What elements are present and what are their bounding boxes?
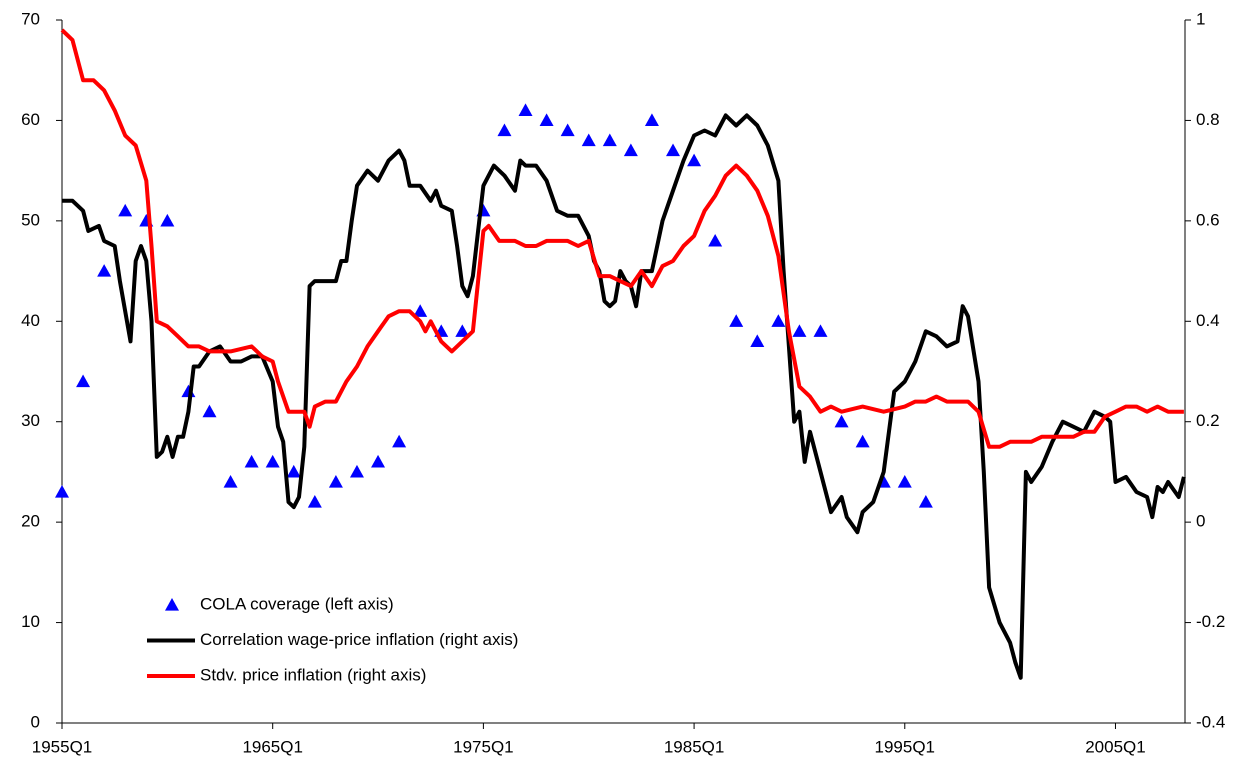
- cola-point: [160, 213, 175, 227]
- cola-point: [750, 334, 765, 347]
- legend-label: Correlation wage-price inflation (right …: [200, 630, 518, 649]
- cola-point: [666, 143, 681, 157]
- cola-point: [392, 434, 407, 448]
- cola-point: [202, 404, 217, 418]
- y-tick-label: 40: [21, 311, 40, 330]
- cola-point: [265, 454, 280, 468]
- cola-point: [623, 143, 638, 157]
- cola-point: [118, 203, 133, 217]
- x-tick-label: 1965Q1: [242, 737, 303, 756]
- y-tick-label: 30: [21, 411, 40, 430]
- series-line: [62, 113, 1186, 680]
- cola-point: [602, 133, 617, 147]
- y2-tick-label: -0.2: [1196, 612, 1225, 631]
- x-tick-label: 1995Q1: [875, 737, 936, 756]
- x-tick-label: 2005Q1: [1085, 737, 1146, 756]
- cola-point: [813, 324, 828, 337]
- cola-point: [855, 434, 870, 448]
- y-tick-label: 10: [21, 612, 40, 631]
- y-tick-label: 50: [21, 210, 40, 229]
- cola-point: [497, 123, 512, 137]
- cola-point: [792, 324, 807, 337]
- y2-tick-label: 0.2: [1196, 411, 1220, 430]
- cola-point: [518, 103, 533, 116]
- cola-point: [918, 495, 933, 508]
- cola-point: [97, 264, 112, 277]
- y-tick-label: 60: [21, 110, 40, 129]
- series-line: [60, 28, 1184, 449]
- y2-tick-label: -0.4: [1196, 712, 1225, 731]
- cola-point: [581, 133, 596, 147]
- y2-tick-label: 0.4: [1196, 311, 1220, 330]
- y-tick-label: 70: [21, 9, 40, 28]
- cola-point: [286, 464, 301, 478]
- cola-point: [644, 113, 659, 127]
- cola-point: [307, 495, 322, 508]
- x-tick-label: 1985Q1: [664, 737, 725, 756]
- x-tick-label: 1975Q1: [453, 737, 514, 756]
- cola-point: [539, 113, 554, 127]
- cola-point: [834, 414, 849, 428]
- y-tick-label: 20: [21, 512, 40, 531]
- y-tick-label: 0: [31, 712, 40, 731]
- legend-marker: [165, 598, 179, 611]
- cola-point: [687, 153, 702, 167]
- cola-point: [244, 454, 259, 468]
- cola-point: [328, 474, 343, 488]
- cola-point: [413, 304, 428, 317]
- cola-point: [371, 454, 386, 468]
- cola-point: [560, 123, 575, 137]
- y2-tick-label: 0.6: [1196, 210, 1220, 229]
- y2-tick-label: 0: [1196, 512, 1205, 531]
- y2-tick-label: 1: [1196, 9, 1205, 28]
- cola-point: [455, 324, 470, 337]
- cola-point: [76, 374, 91, 388]
- cola-point: [771, 314, 786, 327]
- cola-point: [55, 485, 69, 498]
- x-tick-label: 1955Q1: [32, 737, 93, 756]
- legend-label: COLA coverage (left axis): [200, 594, 394, 613]
- cola-point: [708, 233, 723, 247]
- legend-label: Stdv. price inflation (right axis): [200, 665, 426, 684]
- cola-point: [897, 474, 912, 488]
- cola-point: [223, 474, 238, 488]
- y2-tick-label: 0.8: [1196, 110, 1220, 129]
- cola-point: [729, 314, 744, 327]
- cola-point: [349, 464, 364, 478]
